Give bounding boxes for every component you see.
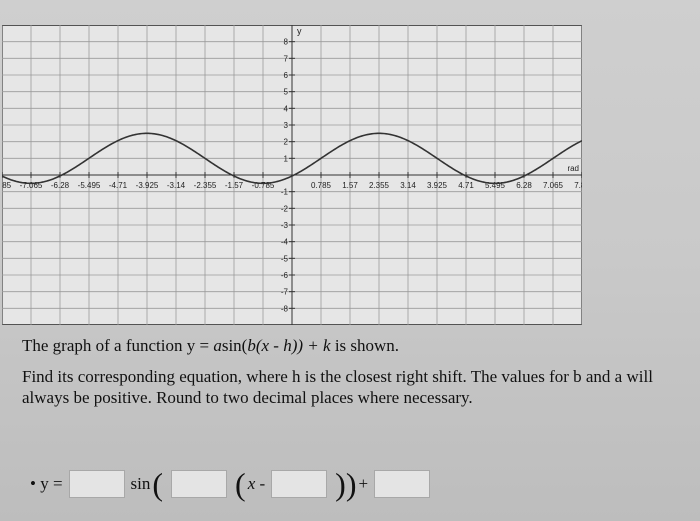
- y-tick-label: 1: [284, 154, 289, 163]
- x-tick-label: -7.065: [20, 181, 43, 190]
- y-tick-label: 3: [284, 121, 289, 130]
- x-tick-label: 1.57: [342, 181, 358, 190]
- close-parens: )): [335, 466, 357, 502]
- x-tick-label: -7.85: [2, 181, 12, 190]
- x-tick-label: 4.71: [458, 181, 474, 190]
- y-axis-label: y: [297, 26, 302, 36]
- y-tick-label: -7: [281, 288, 289, 297]
- amplitude-input[interactable]: [68, 470, 125, 498]
- y-tick-label: -4: [281, 238, 289, 247]
- question-instructions: Find its corresponding equation, where h…: [22, 367, 653, 407]
- sine-graph: -7.85 -7.065 -6.28 -5.495 -4.71 -3.925 -3.14 -2…: [2, 25, 582, 325]
- x-tick-label: 3.14: [400, 181, 416, 190]
- x-tick-label: 7.85: [574, 181, 582, 190]
- formula-sin: sin(: [221, 336, 248, 355]
- x-tick-label: -0.785: [252, 181, 275, 190]
- y-tick-label: -8: [281, 304, 289, 313]
- open-paren: (: [152, 466, 164, 502]
- formula-rest: (x - h)) + k: [255, 336, 331, 355]
- x-tick-label: 5.495: [485, 181, 506, 190]
- formula-a: a: [213, 336, 222, 355]
- y-tick-label: 7: [284, 54, 289, 63]
- formula-b: b: [247, 336, 256, 355]
- b-input[interactable]: [171, 470, 228, 498]
- x-tick-label: 7.065: [543, 181, 564, 190]
- x-tick-label: -2.355: [194, 181, 217, 190]
- y-equals-label: y =: [40, 474, 63, 493]
- x-tick-label: 6.28: [516, 181, 532, 190]
- x-tick-label: -5.495: [78, 181, 101, 190]
- y-tick-label: 2: [284, 138, 289, 147]
- y-tick-label: 6: [284, 71, 289, 80]
- y-tick-label: -5: [281, 254, 289, 263]
- y-tick-label: -1: [281, 188, 289, 197]
- h-input[interactable]: [271, 470, 328, 498]
- x-tick-label: -3.14: [167, 181, 186, 190]
- x-tick-label: 2.355: [369, 181, 390, 190]
- x-tick-label: -3.925: [136, 181, 159, 190]
- bullet: •: [30, 474, 36, 493]
- sine-curve: [2, 132, 582, 185]
- x-tick-label: -6.28: [51, 181, 70, 190]
- y-tick-label: -6: [281, 271, 289, 280]
- question-intro: The graph of a function y = asin(b(x - h…: [22, 335, 692, 356]
- y-tick-label: -3: [281, 221, 289, 230]
- intro-end: is shown.: [330, 336, 400, 355]
- x-tick-label: 3.925: [427, 181, 448, 190]
- intro-text: The graph of a function y =: [22, 336, 214, 355]
- x-axis-label: rad: [567, 164, 579, 173]
- x-tick-label: -4.71: [109, 181, 128, 190]
- answer-row: • y = sin ( (x - )) +: [30, 466, 436, 502]
- open-paren-inner: (: [235, 466, 246, 502]
- y-tick-label: 4: [284, 104, 289, 113]
- y-tick-label: -2: [281, 204, 289, 213]
- x-minus-label: x -: [247, 474, 266, 493]
- question-text: The graph of a function y = asin(b(x - h…: [22, 335, 692, 408]
- k-input[interactable]: [374, 470, 431, 498]
- y-tick-label: 8: [284, 38, 289, 47]
- plus-label: +: [358, 474, 369, 493]
- x-tick-label: 0.785: [311, 181, 332, 190]
- y-tick-label: 5: [284, 88, 289, 97]
- x-tick-label: -1.57: [225, 181, 244, 190]
- sin-label: sin: [130, 474, 151, 493]
